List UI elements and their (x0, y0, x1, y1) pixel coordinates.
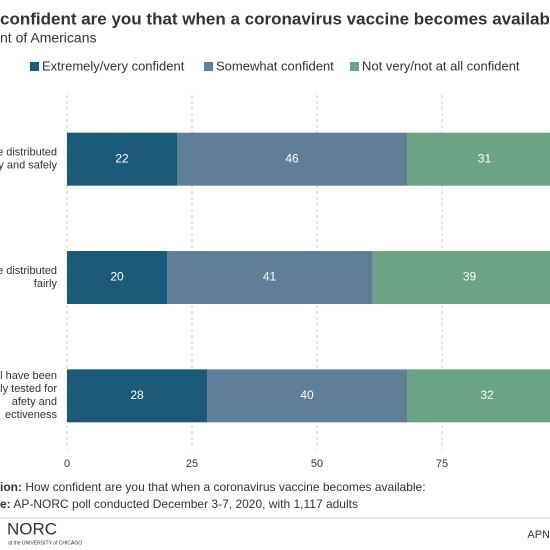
y-tick-label: ly and safely (0, 160, 57, 172)
value-label: 40 (300, 388, 314, 402)
value-label: 22 (115, 151, 129, 165)
credit: APN (527, 529, 550, 541)
bar-segment (177, 132, 407, 186)
x-tick-label: 50 (311, 458, 323, 470)
bar-segment (167, 251, 372, 304)
value-label: 31 (478, 151, 492, 165)
value-label: 20 (110, 270, 124, 284)
y-tick-label: rly tested for (0, 383, 57, 395)
logo: NORC (7, 519, 57, 538)
bar-segment (67, 369, 207, 423)
y-tick-label: ectiveness (5, 409, 57, 421)
legend-swatch (350, 62, 359, 71)
value-label: 32 (480, 388, 494, 402)
legend-swatch (204, 62, 213, 71)
legend-label: Extremely/very confident (42, 58, 185, 73)
y-tick-label: l have been (0, 370, 57, 382)
svg-text:ion: How confident are you tha: ion: How confident are you that when a c… (0, 480, 426, 494)
question: How confident are you that when a corona… (25, 480, 425, 494)
bar-segment (207, 369, 407, 423)
bar-segment (67, 251, 167, 304)
x-tick-label: 0 (64, 458, 70, 470)
value-label: 41 (263, 270, 277, 284)
y-tick-label: e distributed (0, 265, 57, 277)
value-label: 28 (130, 388, 144, 402)
svg-text:e: AP-NORC poll conducted Dece: e: AP-NORC poll conducted December 3-7, … (0, 497, 358, 511)
x-tick-label: 25 (186, 458, 198, 470)
source: AP-NORC poll conducted December 3-7, 202… (13, 497, 358, 511)
bar-segment (407, 369, 550, 423)
legend-label: Somewhat confident (216, 58, 334, 73)
logo-sub: at the UNIVERSITY of CHICAGO (8, 540, 82, 546)
y-tick-label: e distributed (0, 147, 57, 159)
bar-segment (407, 132, 550, 186)
bar-segment (67, 132, 177, 186)
y-tick-label: afety and (12, 396, 57, 408)
y-tick-label: fairly (34, 278, 58, 290)
source-label: e: (0, 497, 11, 511)
x-tick-label: 75 (436, 458, 448, 470)
legend-swatch (30, 62, 39, 71)
chart-subtitle: nt of Americans (0, 30, 97, 46)
value-label: 46 (285, 151, 299, 165)
legend-label: Not very/not at all confident (362, 58, 520, 73)
chart-title: confident are you that when a coronaviru… (0, 9, 550, 28)
question-label: ion: (0, 480, 22, 494)
value-label: 39 (463, 270, 477, 284)
bar-segment (372, 251, 550, 304)
